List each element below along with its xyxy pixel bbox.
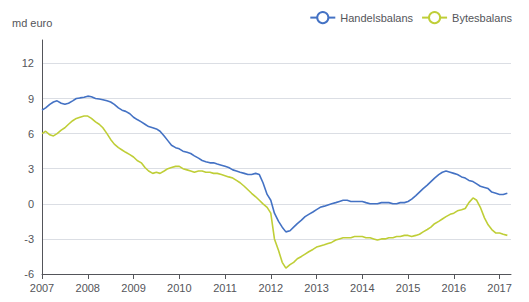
svg-text:12: 12 — [22, 57, 34, 69]
svg-text:Bytesbalans: Bytesbalans — [452, 12, 512, 24]
svg-text:2015: 2015 — [396, 282, 420, 294]
svg-text:6: 6 — [28, 128, 34, 140]
svg-text:2012: 2012 — [259, 282, 283, 294]
svg-text:2016: 2016 — [442, 282, 466, 294]
svg-text:2013: 2013 — [304, 282, 328, 294]
svg-text:0: 0 — [28, 198, 34, 210]
svg-text:Handelsbalans: Handelsbalans — [340, 12, 413, 24]
svg-text:2007: 2007 — [30, 282, 54, 294]
svg-text:2010: 2010 — [167, 282, 191, 294]
svg-text:2011: 2011 — [213, 282, 237, 294]
svg-text:2009: 2009 — [121, 282, 145, 294]
svg-text:-3: -3 — [24, 233, 34, 245]
svg-text:3: 3 — [28, 163, 34, 175]
svg-text:-6: -6 — [24, 268, 34, 280]
svg-text:2014: 2014 — [350, 282, 374, 294]
svg-text:2008: 2008 — [76, 282, 100, 294]
svg-text:md euro: md euro — [12, 17, 52, 29]
svg-text:2017: 2017 — [487, 282, 511, 294]
svg-text:9: 9 — [28, 93, 34, 105]
